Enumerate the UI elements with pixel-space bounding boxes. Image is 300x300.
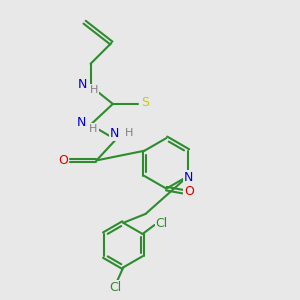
Text: N: N bbox=[77, 78, 87, 91]
Text: Cl: Cl bbox=[156, 217, 168, 230]
Text: H: H bbox=[89, 124, 98, 134]
Text: Cl: Cl bbox=[109, 281, 121, 294]
Text: N: N bbox=[110, 127, 119, 140]
Text: S: S bbox=[142, 96, 149, 109]
Text: N: N bbox=[184, 171, 194, 184]
Text: O: O bbox=[184, 185, 194, 198]
Text: N: N bbox=[77, 116, 86, 129]
Text: O: O bbox=[58, 154, 68, 167]
Text: H: H bbox=[90, 85, 98, 95]
Text: H: H bbox=[125, 128, 134, 138]
